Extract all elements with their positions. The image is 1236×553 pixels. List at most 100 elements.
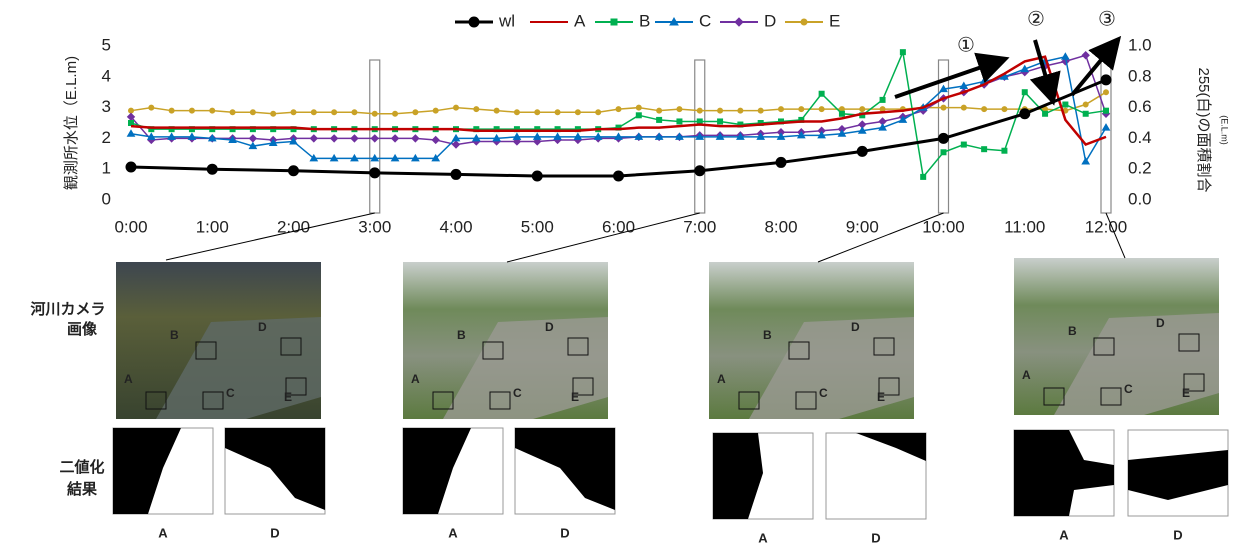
x-tick-label: 7:00 bbox=[683, 217, 716, 236]
marker bbox=[575, 110, 580, 115]
annotation-arrow bbox=[1072, 42, 1116, 95]
region-label: C bbox=[1124, 382, 1133, 396]
marker bbox=[128, 130, 135, 136]
region-label: A bbox=[717, 372, 726, 386]
region-label: A bbox=[124, 372, 133, 386]
marker bbox=[129, 121, 134, 126]
marker bbox=[474, 107, 479, 112]
marker bbox=[776, 157, 786, 167]
y2-axis-label: 255(白)の面積割合 bbox=[1195, 67, 1212, 192]
y-tick-label: 0 bbox=[102, 189, 111, 208]
y-axis-label: 観測所水位（E.L.m) bbox=[63, 56, 80, 190]
marker bbox=[941, 105, 946, 110]
marker bbox=[351, 135, 358, 142]
row-label: 二値化 bbox=[59, 458, 104, 476]
legend-label: B bbox=[639, 11, 650, 30]
region-label: E bbox=[877, 390, 885, 404]
legend-marker bbox=[801, 19, 807, 25]
marker bbox=[697, 108, 702, 113]
marker bbox=[1063, 102, 1068, 107]
binary-caption: A bbox=[1059, 527, 1069, 542]
connector bbox=[818, 213, 944, 262]
marker bbox=[1083, 102, 1088, 107]
marker bbox=[514, 110, 519, 115]
marker bbox=[352, 110, 357, 115]
marker bbox=[210, 108, 215, 113]
marker bbox=[677, 119, 682, 124]
y2-tick-label: 0.0 bbox=[1128, 189, 1152, 208]
marker bbox=[250, 110, 255, 115]
y2-tick-label: 0.8 bbox=[1128, 66, 1152, 85]
y2-tick-label: 0.4 bbox=[1128, 128, 1152, 147]
region-label: E bbox=[1182, 386, 1190, 400]
x-tick-label: 10:00 bbox=[922, 217, 965, 236]
binary-caption: A bbox=[158, 525, 168, 540]
marker bbox=[596, 110, 601, 115]
region-label: D bbox=[545, 320, 554, 334]
region-label: B bbox=[457, 328, 466, 342]
marker bbox=[636, 113, 641, 118]
marker bbox=[453, 141, 460, 148]
marker bbox=[961, 142, 966, 147]
y2-tick-label: 0.6 bbox=[1128, 97, 1152, 116]
y-tick-label: 1 bbox=[102, 159, 111, 178]
marker bbox=[311, 110, 316, 115]
legend-label: E bbox=[829, 11, 840, 30]
region-label: C bbox=[513, 386, 522, 400]
y-tick-label: 4 bbox=[102, 66, 111, 85]
marker bbox=[860, 107, 865, 112]
marker bbox=[982, 107, 987, 112]
region-label: C bbox=[819, 386, 828, 400]
series-line bbox=[131, 52, 1106, 177]
marker bbox=[535, 110, 540, 115]
marker bbox=[454, 105, 459, 110]
marker bbox=[819, 107, 824, 112]
marker bbox=[289, 166, 299, 176]
marker bbox=[1002, 107, 1007, 112]
marker bbox=[1020, 109, 1030, 119]
marker bbox=[189, 108, 194, 113]
marker bbox=[614, 171, 624, 181]
marker bbox=[413, 110, 418, 115]
row-label: 結果 bbox=[67, 480, 98, 498]
marker bbox=[129, 108, 134, 113]
marker bbox=[310, 135, 317, 142]
figure: ABCDEABCDEABCDEABCDE 観測所水位（E.L.m)255(白)の… bbox=[0, 0, 1236, 548]
x-tick-label: 0:00 bbox=[114, 217, 147, 236]
x-tick-label: 8:00 bbox=[764, 217, 797, 236]
row-label: 画像 bbox=[67, 320, 98, 338]
marker bbox=[982, 147, 987, 152]
marker bbox=[880, 97, 885, 102]
legend-label: A bbox=[574, 11, 586, 30]
binary-caption: A bbox=[758, 530, 768, 545]
binary-caption: D bbox=[871, 530, 880, 545]
marker bbox=[555, 110, 560, 115]
region-label: B bbox=[763, 328, 772, 342]
region-label: E bbox=[571, 390, 579, 404]
binary-caption: D bbox=[270, 525, 279, 540]
marker bbox=[230, 110, 235, 115]
marker bbox=[169, 108, 174, 113]
annotation-label: ③ bbox=[1098, 8, 1116, 30]
marker bbox=[372, 111, 377, 116]
marker bbox=[432, 136, 439, 143]
marker bbox=[1104, 90, 1109, 95]
legend-label: D bbox=[764, 11, 776, 30]
y2-tick-label: 0.2 bbox=[1128, 159, 1152, 178]
marker bbox=[1082, 158, 1089, 164]
marker bbox=[393, 111, 398, 116]
annotation-label: ① bbox=[957, 34, 975, 56]
marker bbox=[271, 111, 276, 116]
region-label: E bbox=[284, 390, 292, 404]
annotation-label: ② bbox=[1027, 8, 1045, 30]
marker bbox=[1002, 148, 1007, 153]
y-tick-label: 3 bbox=[102, 97, 111, 116]
x-tick-label: 5:00 bbox=[521, 217, 554, 236]
marker bbox=[857, 146, 867, 156]
marker bbox=[1022, 90, 1027, 95]
x-tick-label: 3:00 bbox=[358, 217, 391, 236]
x-tick-label: 1:00 bbox=[196, 217, 229, 236]
region-label: B bbox=[1068, 324, 1077, 338]
y2-axis-unit: (E.L.m) bbox=[1220, 115, 1230, 145]
